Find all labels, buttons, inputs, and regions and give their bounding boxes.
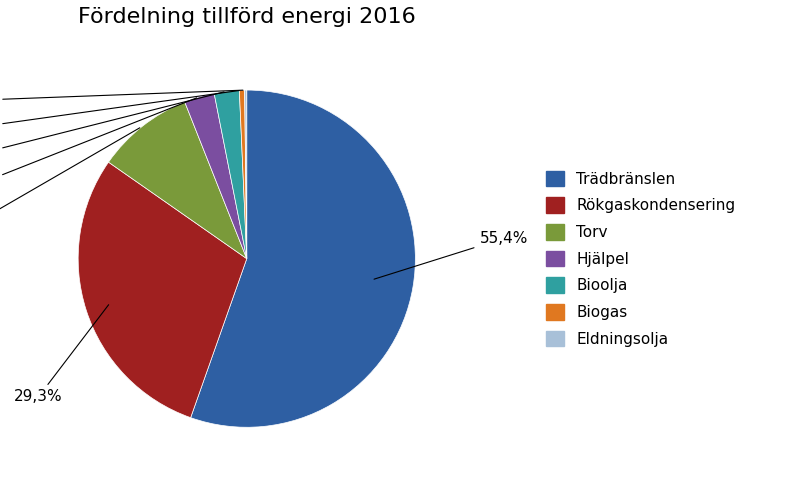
Text: 2,9%: 2,9%	[0, 98, 197, 192]
Text: 2,4%: 2,4%	[0, 92, 224, 161]
Text: 0,5%: 0,5%	[0, 91, 240, 135]
Wedge shape	[108, 102, 247, 259]
Text: 29,3%: 29,3%	[14, 305, 108, 404]
Wedge shape	[214, 90, 247, 259]
Wedge shape	[78, 162, 247, 418]
Text: 0,2%: 0,2%	[0, 90, 243, 108]
Wedge shape	[185, 93, 247, 259]
Legend: Trädbränslen, Rökgaskondensering, Torv, Hjälpel, Bioolja, Biogas, Eldningsolja: Trädbränslen, Rökgaskondensering, Torv, …	[541, 166, 739, 351]
Text: 9,3%: 9,3%	[0, 128, 140, 229]
Title: Fördelning tillförd energi 2016: Fördelning tillförd energi 2016	[78, 7, 416, 27]
Wedge shape	[191, 90, 416, 427]
Wedge shape	[244, 90, 247, 259]
Wedge shape	[240, 90, 247, 259]
Text: 55,4%: 55,4%	[374, 231, 528, 279]
